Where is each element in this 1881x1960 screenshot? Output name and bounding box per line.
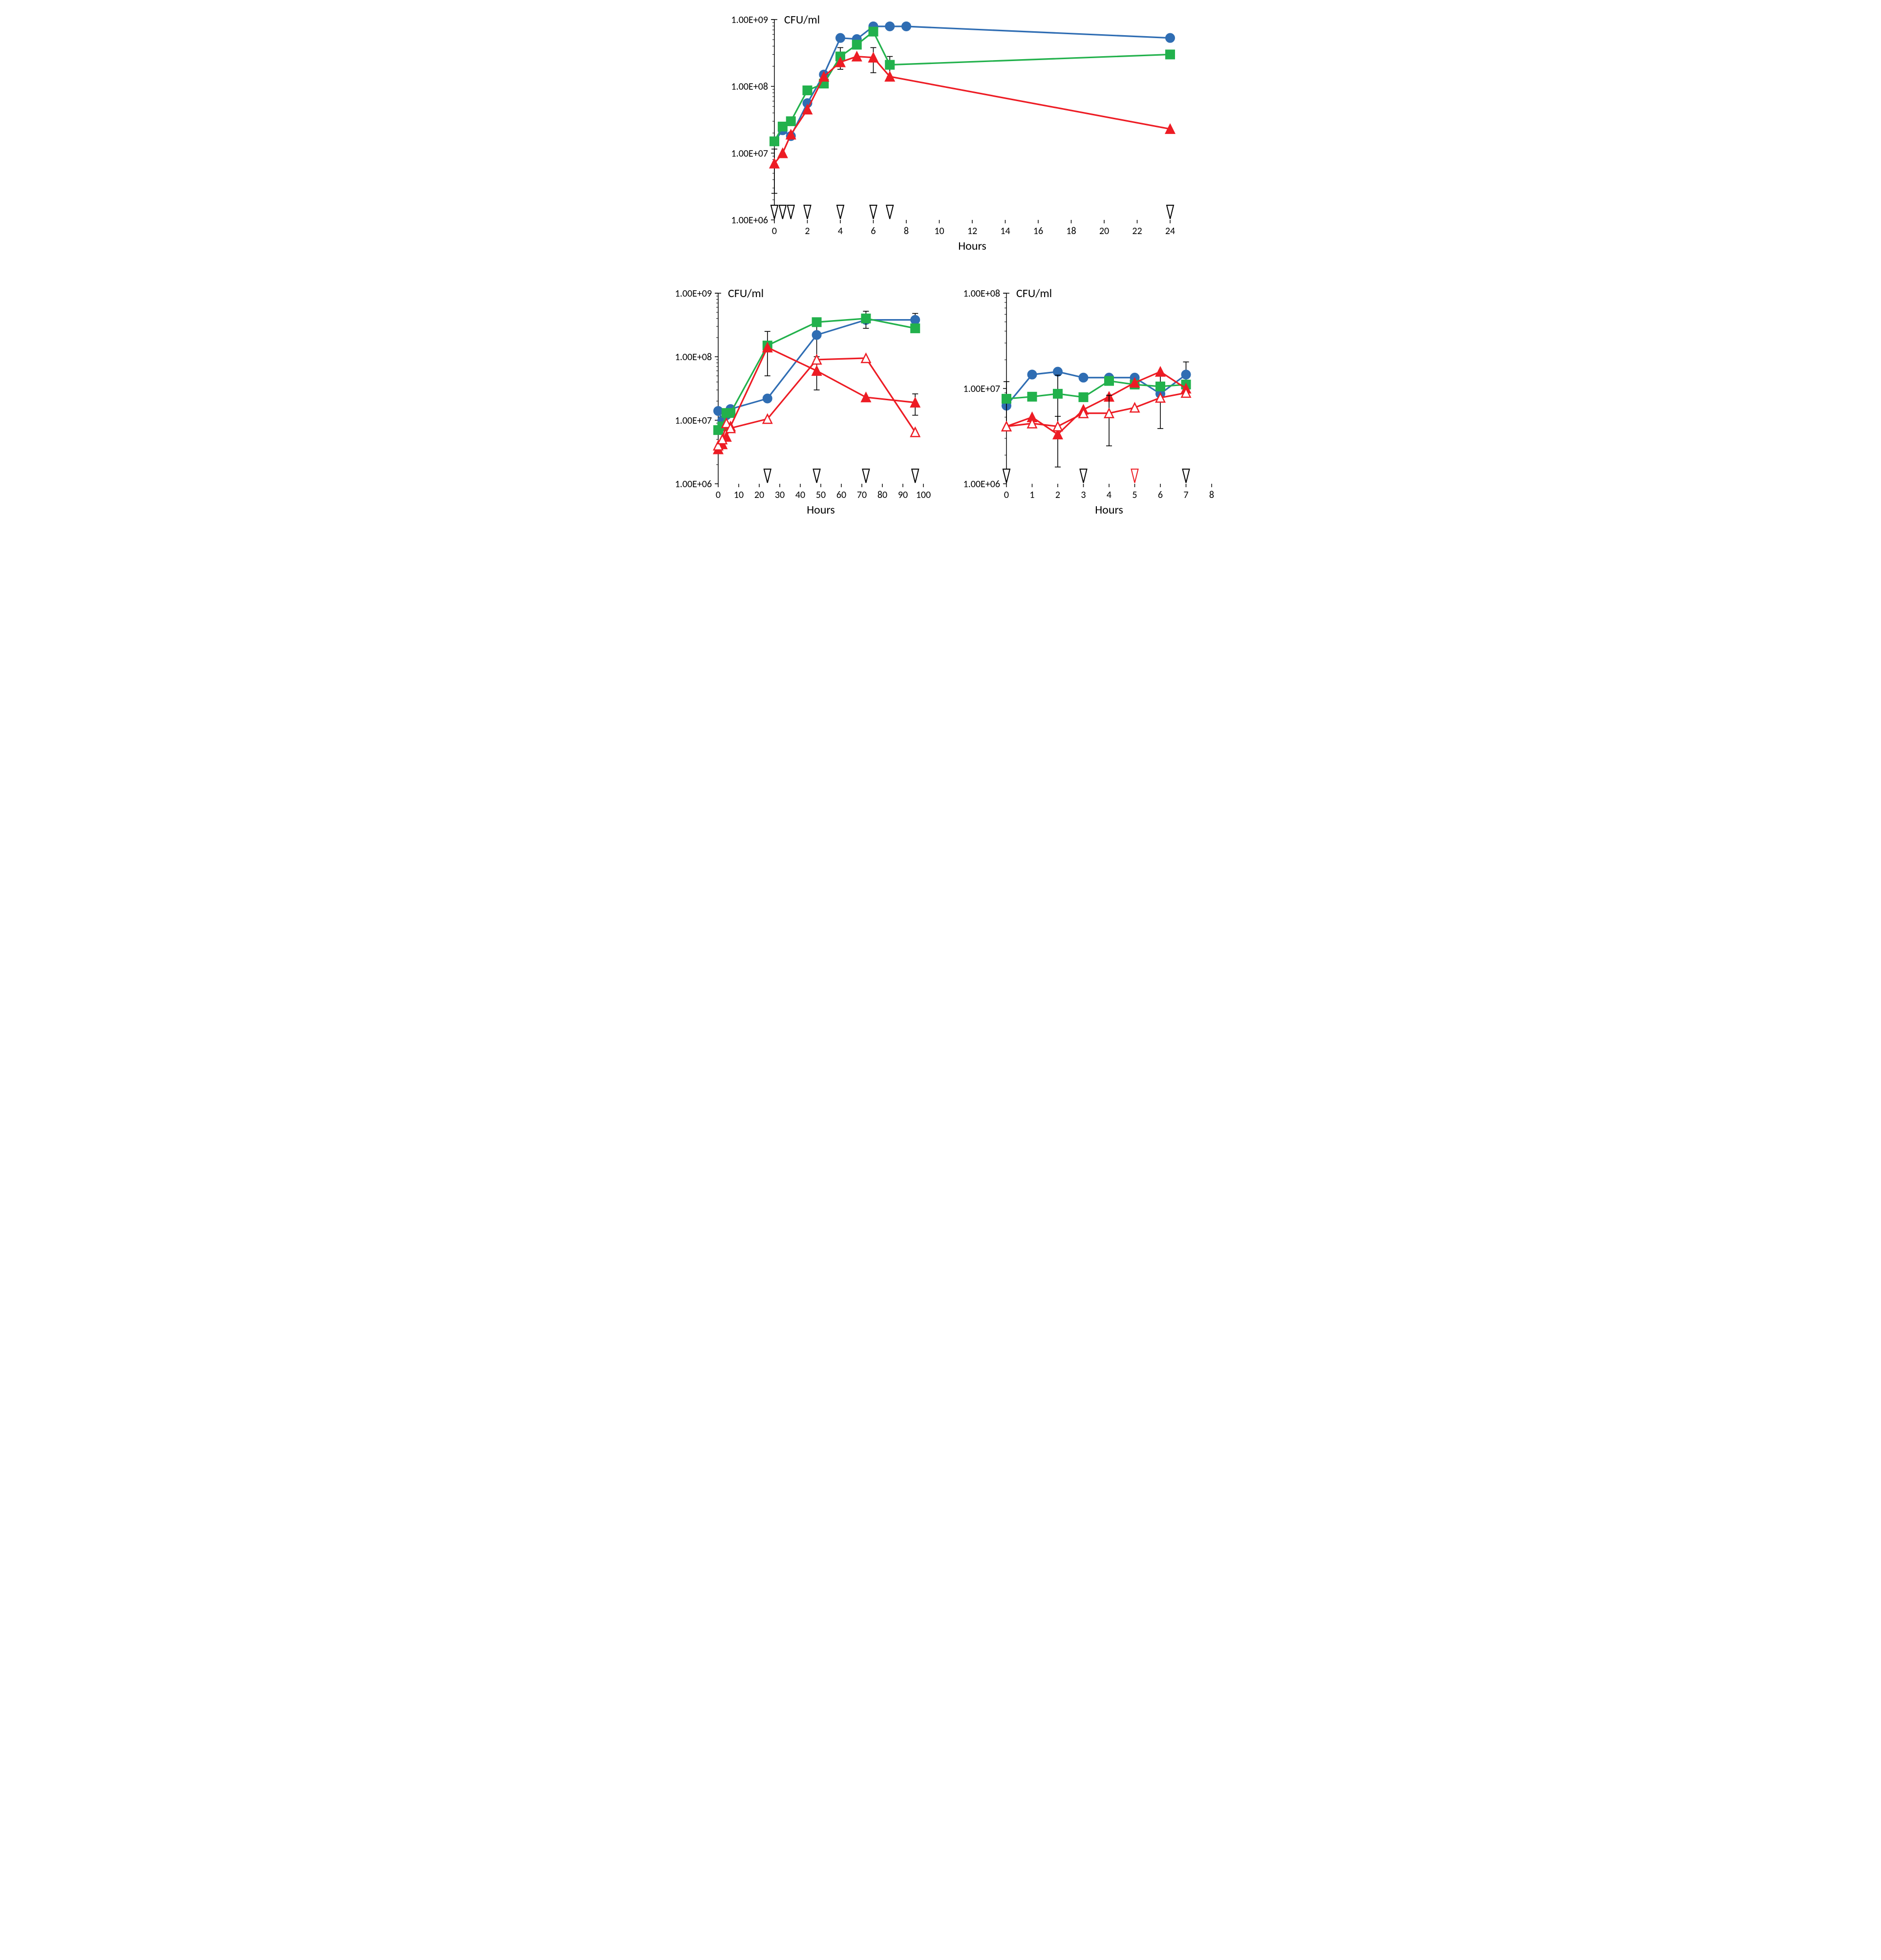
x-axis-title: Hours — [807, 503, 835, 517]
svg-text:5: 5 — [1132, 489, 1137, 501]
bottom-row: 1.00E+061.00E+071.00E+081.00E+0901020304… — [647, 283, 1234, 528]
svg-text:8: 8 — [904, 225, 909, 237]
svg-text:60: 60 — [836, 489, 846, 501]
svg-text:50: 50 — [816, 489, 826, 501]
panel-c-chart: 1.00E+06 1.00E+07 1.00E+08 0 1 2 3 4 5 6 7 8 Hours CF… — [948, 283, 1221, 528]
svg-text:24: 24 — [1165, 225, 1175, 237]
svg-text:1.00E+07: 1.00E+07 — [675, 415, 712, 427]
y-axis-label: CFU/ml — [728, 286, 764, 301]
svg-text:70: 70 — [857, 489, 867, 501]
svg-text:20: 20 — [1099, 225, 1109, 237]
svg-text:1.00E+08: 1.00E+08 — [675, 351, 712, 363]
svg-text:1.00E+06: 1.00E+06 — [963, 478, 1000, 490]
svg-text:1.00E+09: 1.00E+09 — [731, 14, 768, 26]
top-row: 1.00E+061.00E+071.00E+081.00E+0902468101… — [647, 10, 1234, 264]
series-red — [770, 47, 1175, 193]
svg-text:16: 16 — [1033, 225, 1043, 237]
svg-text:1.00E+08: 1.00E+08 — [963, 288, 1000, 300]
svg-text:1.00E+08: 1.00E+08 — [731, 81, 768, 93]
series-blue — [770, 22, 1175, 146]
svg-text:1.00E+06: 1.00E+06 — [731, 215, 768, 226]
y-axis-label: CFU/ml — [1016, 286, 1052, 301]
x-axis-title: Hours — [958, 239, 986, 253]
svg-text:100: 100 — [916, 489, 931, 501]
svg-text:1.00E+06: 1.00E+06 — [675, 478, 712, 490]
svg-text:2: 2 — [805, 225, 810, 237]
svg-text:0: 0 — [772, 225, 777, 237]
svg-text:0: 0 — [716, 489, 721, 501]
svg-text:1.00E+07: 1.00E+07 — [963, 383, 1000, 395]
svg-text:12: 12 — [967, 225, 977, 237]
svg-text:1: 1 — [1029, 489, 1034, 501]
y-axis-label: CFU/ml — [784, 13, 820, 27]
svg-text:3: 3 — [1081, 489, 1086, 501]
svg-text:1.00E+09: 1.00E+09 — [675, 288, 712, 300]
svg-text:2: 2 — [1055, 489, 1060, 501]
svg-text:4: 4 — [1107, 489, 1112, 501]
svg-text:22: 22 — [1132, 225, 1142, 237]
x-axis-title: Hours — [1095, 503, 1123, 517]
svg-text:10: 10 — [934, 225, 944, 237]
panel-b-chart: 1.00E+06 1.00E+07 1.00E+08 1.00E+09 0 10 20 30 4… — [660, 283, 933, 528]
svg-text:10: 10 — [734, 489, 744, 501]
svg-text:18: 18 — [1066, 225, 1076, 237]
panel-a-chart: 1.00E+061.00E+071.00E+081.00E+0902468101… — [696, 10, 1185, 264]
svg-text:0: 0 — [1004, 489, 1009, 501]
svg-text:14: 14 — [1000, 225, 1010, 237]
svg-text:40: 40 — [795, 489, 805, 501]
svg-text:20: 20 — [754, 489, 764, 501]
svg-text:30: 30 — [775, 489, 785, 501]
svg-text:80: 80 — [877, 489, 887, 501]
svg-text:6: 6 — [871, 225, 876, 237]
svg-text:90: 90 — [898, 489, 908, 501]
svg-text:6: 6 — [1158, 489, 1163, 501]
svg-text:4: 4 — [838, 225, 843, 237]
svg-text:1.00E+07: 1.00E+07 — [731, 148, 768, 159]
svg-text:7: 7 — [1183, 489, 1188, 501]
series-green — [770, 27, 1175, 146]
svg-text:8: 8 — [1209, 489, 1214, 501]
